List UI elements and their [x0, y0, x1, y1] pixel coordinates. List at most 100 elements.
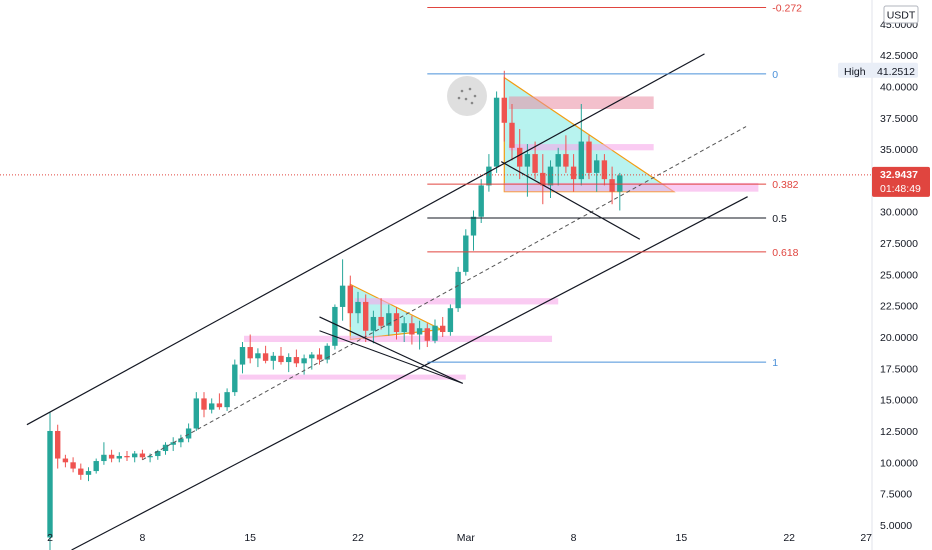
candle-body [570, 166, 577, 180]
candle-body [409, 323, 415, 335]
candle-body [301, 358, 307, 364]
candle-body [447, 308, 454, 332]
time-tick-label: 2 [47, 532, 53, 544]
price-tick-label: 22.5000 [880, 301, 918, 313]
candle-body [309, 354, 315, 359]
candle-body [432, 325, 438, 341]
candle-body [78, 468, 84, 475]
candle-body [440, 325, 446, 332]
price-tick-label: 17.5000 [880, 363, 918, 375]
candle-body [216, 403, 223, 408]
candle-body [501, 97, 507, 123]
candle-body [201, 398, 207, 410]
candle-body [470, 216, 477, 236]
current-price-tag: 32.9437 01:48:49 [872, 166, 930, 197]
price-tick-label: 42.5000 [880, 50, 918, 62]
candle-body [455, 271, 461, 309]
time-tick-label: 27 [860, 532, 872, 544]
candle-body [170, 442, 176, 445]
zone-support-2 [239, 374, 466, 380]
time-tick-label: 15 [244, 532, 256, 544]
candle-body [540, 172, 546, 186]
candle-body [316, 354, 323, 360]
zone-support-3 [504, 182, 759, 192]
candle-body [108, 454, 115, 459]
fib-retracement: -0.272 0 0.382 0.5 0.618 1 [427, 3, 802, 369]
price-tick-label: 5.0000 [880, 520, 912, 532]
candle-body [363, 301, 369, 331]
time-axis[interactable]: 2 8 15 22 Mar 8 15 22 27 [47, 532, 872, 544]
currency-badge[interactable]: USDT [883, 5, 919, 24]
candle-body [578, 141, 584, 180]
candle-body [124, 456, 130, 458]
price-tick-label: 27.5000 [880, 238, 918, 250]
price-tick-label: 12.5000 [880, 426, 918, 438]
candle-body [224, 392, 230, 408]
candle-body [401, 323, 407, 332]
candle-body [162, 444, 169, 452]
channel-upper-line [26, 53, 705, 426]
candle-body [286, 357, 292, 363]
candle-body [324, 345, 330, 360]
zone-resistance-3 [508, 96, 654, 109]
candle-body [601, 160, 608, 180]
candle-body [247, 347, 253, 359]
fib-level-label: 1 [772, 357, 778, 369]
high-value: 41.2512 [877, 66, 915, 78]
candle-body [262, 353, 269, 361]
candle-body [332, 306, 338, 346]
candle-body [370, 316, 377, 331]
current-price-value: 32.9437 [880, 169, 918, 181]
candle-body [147, 456, 153, 458]
wedge-diag-line [319, 330, 463, 384]
candle-body [378, 316, 384, 326]
candle-body [178, 438, 184, 443]
candle-body [255, 353, 261, 359]
price-tick-label: 35.0000 [880, 144, 918, 156]
price-tick-label: 20.0000 [880, 332, 918, 344]
candle-body [355, 301, 361, 314]
candle-body [55, 430, 61, 459]
time-tick-label: Mar [457, 532, 476, 544]
candle-body [339, 285, 346, 307]
fib-level-label: 0.382 [772, 179, 798, 191]
candle-body [209, 403, 215, 410]
countdown-timer: 01:48:49 [880, 183, 921, 195]
candle-body [463, 235, 469, 272]
candle-body [232, 364, 238, 393]
candle-body [393, 313, 400, 332]
fib-level-label: 0.5 [772, 213, 787, 225]
time-tick-label: 22 [783, 532, 795, 544]
candle-body [193, 398, 199, 429]
candle-body [424, 328, 430, 341]
candle-body [617, 175, 623, 192]
candle-body [132, 453, 138, 458]
currency-label: USDT [887, 10, 916, 22]
time-tick-label: 15 [676, 532, 688, 544]
candle-body [185, 428, 192, 439]
price-tick-label: 30.0000 [880, 207, 918, 219]
wedge-cross-line-1 [319, 316, 463, 384]
candle-body [116, 456, 122, 459]
price-axis[interactable]: 45.000042.500040.000037.500035.000032.50… [871, 0, 932, 550]
price-tick-label: 40.0000 [880, 81, 918, 93]
settings-bubble-icon[interactable] [447, 76, 487, 116]
channel-mid-line [142, 126, 747, 461]
candle-body [278, 355, 284, 363]
candle-body [139, 453, 146, 458]
price-tick-label: 37.5000 [880, 113, 918, 125]
candles [47, 70, 623, 550]
price-tick-label: 15.0000 [880, 395, 918, 407]
candle-body [478, 185, 484, 217]
candle-body [586, 141, 592, 173]
fib-level-label: 0 [772, 69, 778, 81]
candle-body [386, 313, 392, 326]
candle-body [62, 458, 69, 463]
candle-body [85, 471, 92, 475]
candle-body [509, 122, 515, 148]
wedge-cross-line-2 [500, 161, 641, 240]
candle-body [486, 166, 492, 186]
candle-body [547, 166, 554, 186]
candle-body [70, 462, 76, 469]
